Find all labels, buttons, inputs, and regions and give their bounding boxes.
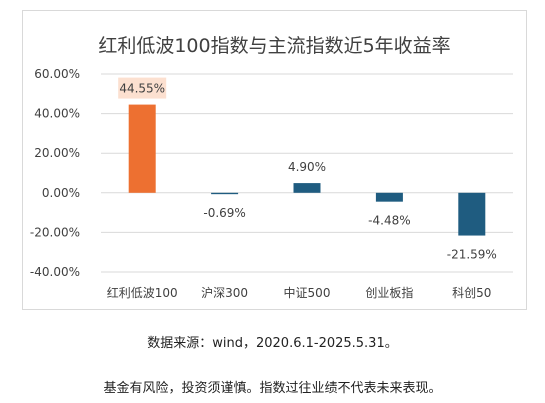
data-label: -4.48% [368, 214, 410, 228]
bar [211, 192, 239, 195]
y-tick-label: 20.00% [34, 146, 80, 160]
x-tick-label: 中证500 [284, 285, 331, 300]
data-label: -21.59% [447, 248, 497, 262]
bar [128, 104, 156, 193]
x-tick-label: 创业板指 [365, 285, 413, 300]
bar [458, 192, 486, 236]
bar-chart: 60.00% 40.00% 20.00% 0.00% -20.00% -40.00% 44.… [30, 67, 513, 300]
data-label: 4.90% [288, 160, 326, 174]
data-label: -0.69% [203, 206, 245, 220]
x-tick-label: 红利低波100 [107, 285, 178, 300]
bar [293, 183, 321, 193]
x-tick-label: 科创50 [452, 286, 491, 300]
highlight-label-bg [118, 77, 167, 99]
y-tick-label: 40.00% [34, 107, 80, 121]
y-tick-label: -40.00% [30, 265, 80, 279]
y-tick-label: -20.00% [30, 225, 80, 239]
x-tick-label: 沪深300 [201, 286, 248, 300]
y-tick-label: 60.00% [34, 67, 80, 81]
data-label: 44.55% [119, 82, 165, 96]
bar [375, 192, 403, 202]
source-note: 数据来源：wind，2020.6.1-2025.5.31。 [147, 336, 398, 351]
y-tick-label: 0.00% [42, 186, 80, 200]
chart-title: 红利低波100指数与主流指数近5年收益率 [98, 35, 451, 57]
chart-frame: 红利低波100指数与主流指数近5年收益率 60.00% 40.00% 20.00% 0… [22, 10, 527, 310]
disclaimer: 基金有风险，投资须谨慎。指数过往业绩不代表未来表现。 [103, 381, 442, 396]
